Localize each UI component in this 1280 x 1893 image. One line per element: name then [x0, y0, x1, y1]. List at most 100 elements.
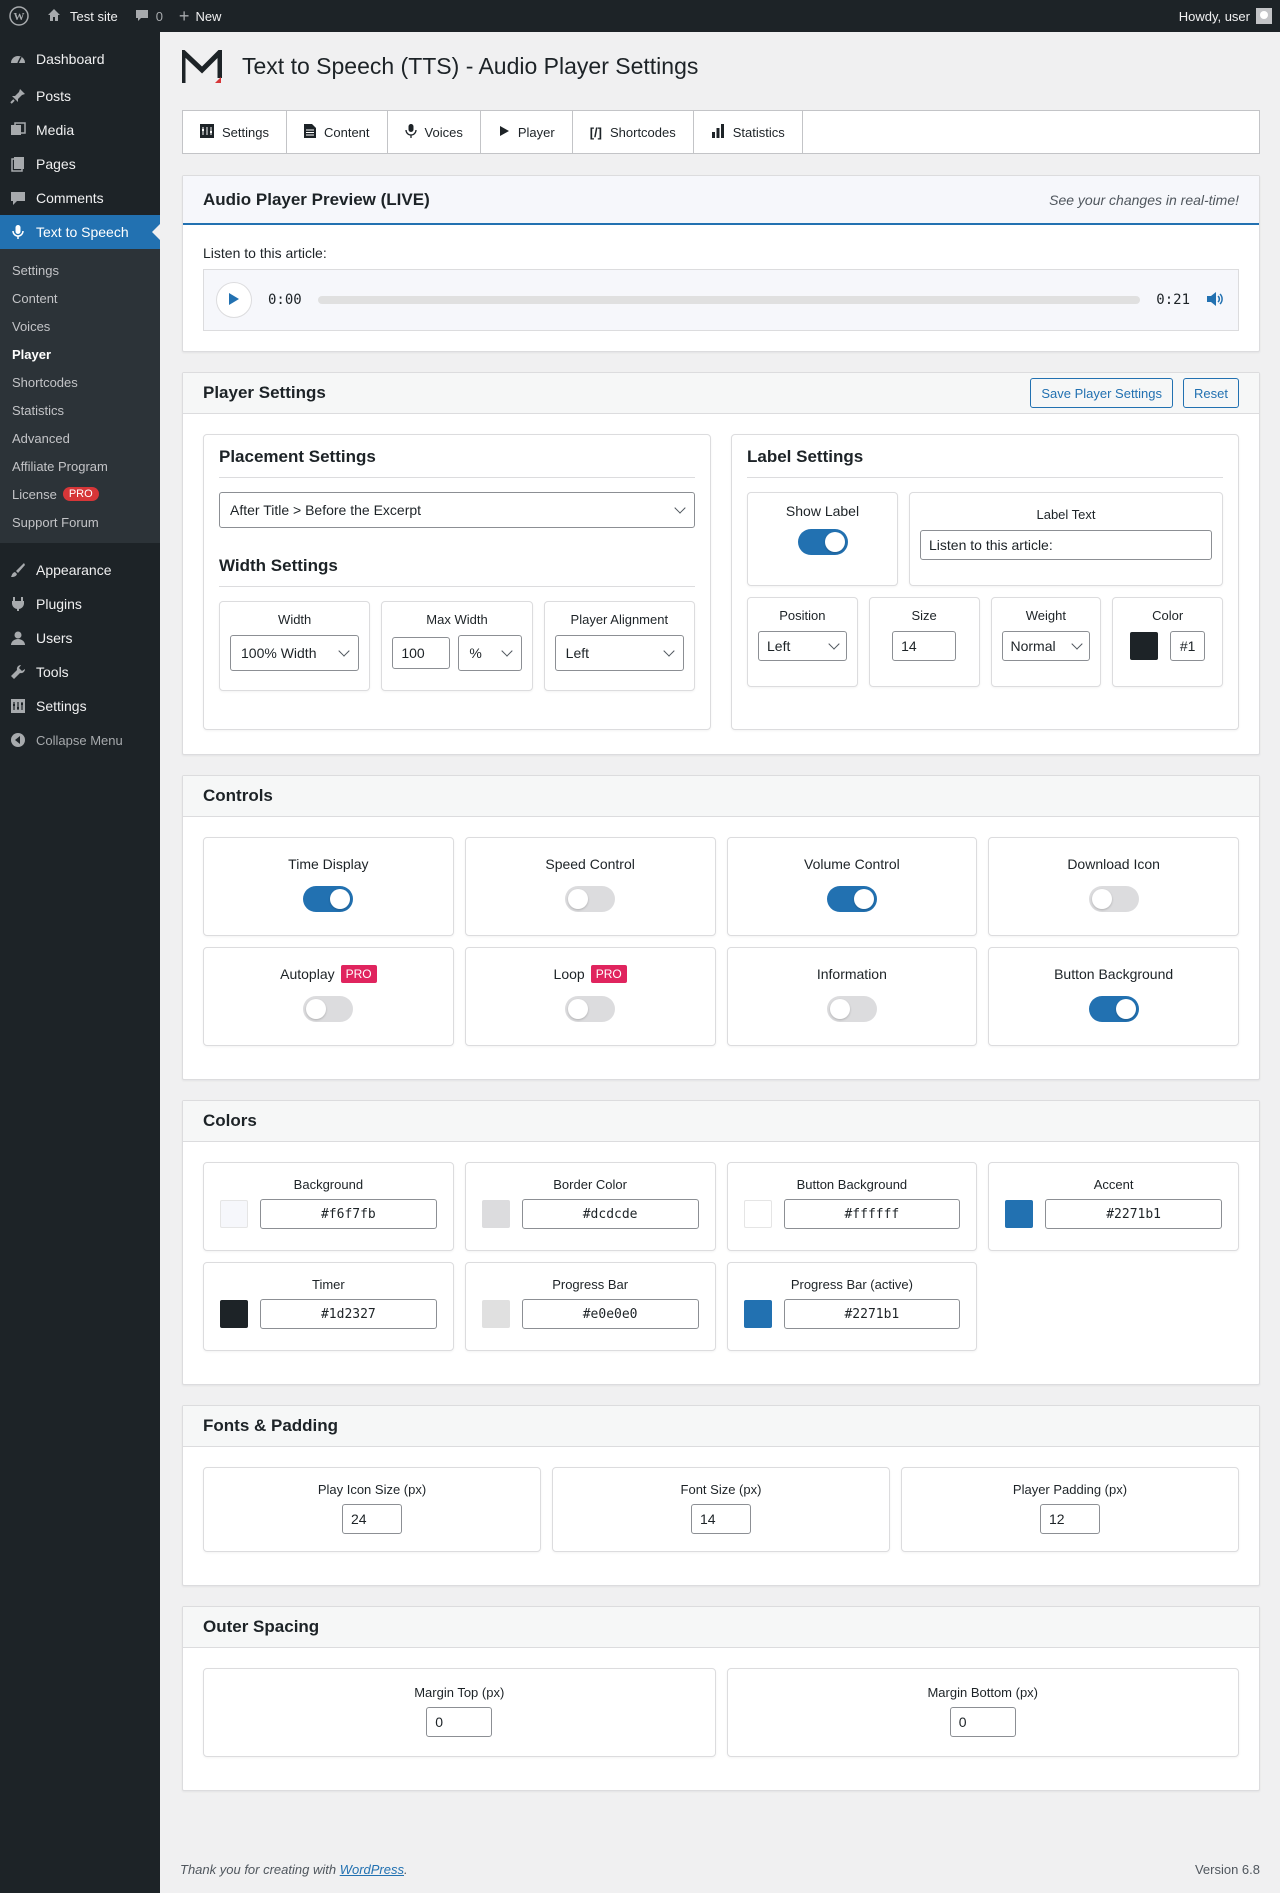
weight-card: Weight Normal — [990, 597, 1102, 687]
play-icon-size-input[interactable]: 24 — [342, 1504, 402, 1534]
volume-control-toggle[interactable] — [826, 886, 877, 912]
color-swatch[interactable] — [481, 1300, 510, 1328]
max-width-unit-select[interactable]: % — [458, 635, 522, 671]
current-time: 0:00 — [268, 292, 302, 308]
number-label: Font Size (px) — [680, 1482, 762, 1497]
show-label-toggle[interactable] — [797, 529, 848, 555]
autoplay-toggle[interactable] — [303, 996, 354, 1022]
collapse-menu-button[interactable]: Collapse Menu — [0, 723, 160, 757]
submenu-content[interactable]: Content — [12, 290, 58, 306]
submenu-shortcodes[interactable]: Shortcodes — [12, 374, 78, 390]
submenu-settings[interactable]: Settings — [12, 262, 59, 278]
menu-settings[interactable]: Settings — [0, 689, 160, 723]
width-select[interactable]: 100% Width — [230, 635, 360, 671]
alignment-select[interactable]: Left — [554, 635, 684, 671]
admin-sidebar: Dashboard Posts Media Pages Comments Tex… — [0, 32, 160, 1893]
player-padding-input[interactable]: 12 — [1040, 1504, 1100, 1534]
submenu-support-forum[interactable]: Support Forum — [12, 514, 99, 530]
my-account[interactable]: Howdy, user — [1179, 8, 1280, 24]
tab-settings[interactable]: Settings — [183, 111, 287, 153]
speed-control-toggle[interactable] — [565, 886, 616, 912]
margin-bottom-input[interactable]: 0 — [949, 1707, 1016, 1737]
label-color-swatch[interactable] — [1130, 632, 1159, 660]
volume-icon[interactable] — [1206, 291, 1226, 310]
menu-plugins[interactable]: Plugins — [0, 587, 160, 621]
color-swatch[interactable] — [1005, 1200, 1034, 1228]
color-swatch[interactable] — [743, 1200, 772, 1228]
color-swatch[interactable] — [220, 1300, 248, 1328]
reset-button[interactable]: Reset — [1183, 378, 1239, 408]
loop-toggle[interactable] — [565, 996, 616, 1022]
control-label-text: Download Icon — [1067, 856, 1160, 872]
play-button[interactable] — [216, 282, 252, 318]
label-color-input[interactable]: #1 — [1170, 631, 1206, 661]
menu-text-to-speech[interactable]: Text to Speech — [0, 215, 160, 249]
label-text-input[interactable]: Listen to this article: — [920, 530, 1212, 560]
color-swatch[interactable] — [481, 1200, 510, 1228]
submenu-player[interactable]: Player — [12, 346, 52, 362]
label-color-row: #1 — [1123, 631, 1212, 661]
tab-voices[interactable]: Voices — [388, 111, 481, 153]
button-background-toggle[interactable] — [1088, 996, 1139, 1022]
font-size-input[interactable]: 14 — [691, 1504, 751, 1534]
preview-header: Audio Player Preview (LIVE) See your cha… — [183, 176, 1259, 225]
pro-badge: PRO — [340, 965, 377, 983]
size-card: Size 14 — [868, 597, 980, 687]
max-width-input[interactable]: 100 — [392, 637, 451, 669]
label-text-card: Label Text Listen to this article: — [909, 492, 1223, 586]
tab-player[interactable]: Player — [481, 111, 573, 153]
menu-appearance[interactable]: Appearance — [0, 553, 160, 587]
player-settings-card: Player Settings Save Player Settings Res… — [182, 372, 1260, 755]
color-swatch[interactable] — [743, 1300, 772, 1328]
site-name-link[interactable]: Test site — [38, 0, 126, 32]
color-hex-input[interactable]: #e0e0e0 — [521, 1299, 699, 1329]
tab-shortcodes[interactable]: [/] Shortcodes — [573, 111, 694, 153]
comments-link[interactable]: 0 — [126, 0, 171, 32]
wordpress-link[interactable]: WordPress — [339, 1862, 404, 1877]
site-name: Test site — [70, 8, 118, 24]
microphone-icon — [10, 224, 26, 240]
menu-tools[interactable]: Tools — [0, 655, 160, 689]
color-hex-input[interactable]: #1d2327 — [260, 1299, 437, 1329]
tab-statistics[interactable]: Statistics — [694, 111, 803, 153]
color-hex-input[interactable]: #2271b1 — [1045, 1199, 1222, 1229]
submenu-affiliate-program[interactable]: Affiliate Program — [12, 458, 108, 474]
menu-posts[interactable]: Posts — [0, 79, 160, 113]
admin-footer: Thank you for creating with WordPress. V… — [180, 1862, 1260, 1877]
howdy-text: Howdy, user — [1178, 8, 1250, 24]
color-swatch[interactable] — [220, 1200, 248, 1228]
information-toggle[interactable] — [826, 996, 877, 1022]
wordpress-logo-icon[interactable]: W — [0, 0, 38, 32]
menu-comments[interactable]: Comments — [0, 181, 160, 215]
menu-dashboard[interactable]: Dashboard — [0, 42, 160, 76]
color-hex-input[interactable]: #2271b1 — [783, 1299, 961, 1329]
tab-content[interactable]: Content — [287, 111, 388, 153]
progress-bar[interactable] — [317, 296, 1141, 304]
color-hex-input[interactable]: #dcdcde — [521, 1199, 699, 1229]
color-hex-input[interactable]: #ffffff — [783, 1199, 961, 1229]
plugin-logo-icon — [180, 45, 223, 83]
save-player-settings-button[interactable]: Save Player Settings — [1030, 378, 1174, 408]
placement-select[interactable]: After Title > Before the Excerpt — [219, 492, 695, 528]
color-row: #2271b1 — [1005, 1199, 1222, 1229]
submenu-license[interactable]: License PRO — [0, 480, 160, 508]
menu-label: Appearance — [36, 562, 112, 578]
new-content-link[interactable]: + New — [171, 0, 230, 32]
submenu-statistics[interactable]: Statistics — [12, 402, 65, 418]
label-color-card: Color #1 — [1112, 597, 1223, 687]
submenu-advanced[interactable]: Advanced — [12, 430, 70, 446]
time-display-toggle[interactable] — [303, 886, 354, 912]
menu-media[interactable]: Media — [0, 113, 160, 147]
alignment-value: Left — [565, 645, 590, 661]
size-input[interactable]: 14 — [892, 631, 957, 661]
download-icon-toggle[interactable] — [1088, 886, 1139, 912]
color-hex-input[interactable]: #f6f7fb — [260, 1199, 437, 1229]
submenu-voices[interactable]: Voices — [12, 318, 51, 334]
margin-top-input[interactable]: 0 — [426, 1707, 493, 1737]
menu-label: Settings — [36, 698, 87, 714]
weight-select[interactable]: Normal — [1001, 631, 1091, 661]
position-select[interactable]: Left — [758, 631, 847, 661]
chevron-down-icon — [1071, 638, 1083, 650]
menu-pages[interactable]: Pages — [0, 147, 160, 181]
menu-users[interactable]: Users — [0, 621, 160, 655]
